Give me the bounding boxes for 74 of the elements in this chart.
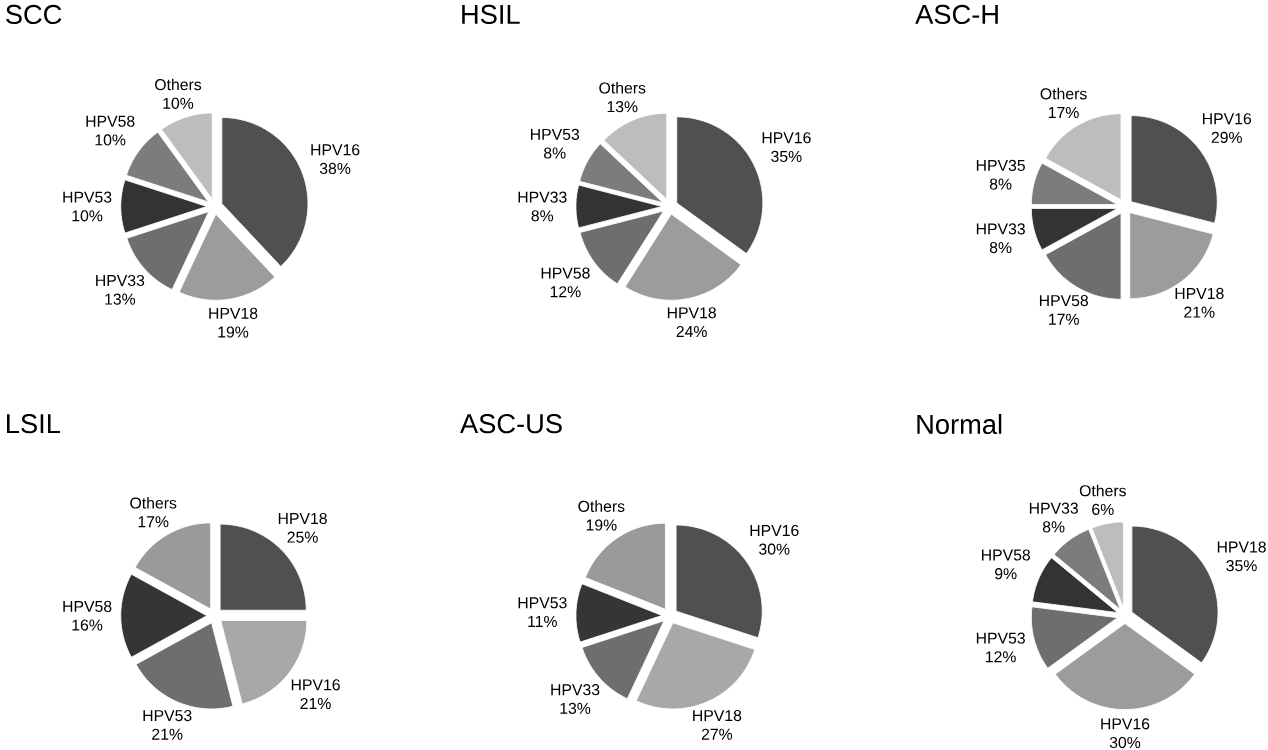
slice-label: HPV58: [982, 549, 1031, 561]
slice-label: Others: [130, 497, 177, 509]
chart-title: ASC-H: [915, 5, 998, 25]
slice-label: Others: [599, 82, 646, 94]
data-label: 30%: [759, 543, 790, 555]
data-label: 38%: [319, 163, 351, 175]
data-label: 8%: [989, 178, 1012, 190]
data-label: 16%: [72, 619, 103, 631]
chart-title: LSIL: [7, 414, 60, 434]
chart-title: HSIL: [462, 5, 520, 25]
data-label: 12%: [550, 286, 581, 298]
slice-label: Others: [578, 500, 625, 513]
slice-label: Others: [155, 78, 202, 91]
slice-label: HPV33: [976, 223, 1025, 235]
slice-label: HPV16: [1101, 718, 1150, 730]
data-label: 21%: [152, 728, 183, 740]
data-label: 10%: [163, 97, 194, 110]
data-label: 17%: [1048, 107, 1079, 119]
slice-label: HPV18: [667, 307, 716, 319]
data-label: 21%: [1184, 306, 1215, 318]
slice-label: HPV33: [96, 275, 145, 287]
data-label: 35%: [1226, 560, 1257, 572]
slice-label: HPV33: [518, 191, 567, 203]
slice-label: HPV18: [1217, 541, 1266, 553]
data-label: 19%: [586, 519, 617, 531]
slice-label: HPV58: [541, 267, 590, 279]
slice-label: HPV58: [86, 115, 135, 128]
chart-title: Normal: [917, 414, 1002, 435]
data-label: 13%: [105, 293, 136, 305]
slice-label: HPV33: [1029, 502, 1078, 515]
chart-title: ASC-US: [460, 414, 562, 434]
slice-label: HPV16: [291, 679, 340, 691]
slice-label: HPV16: [311, 144, 360, 156]
slice-label: HPV58: [1039, 295, 1088, 307]
data-label: 30%: [1109, 737, 1141, 749]
data-label: 8%: [543, 147, 566, 159]
data-label: 12%: [985, 651, 1016, 663]
slice-label: HPV33: [551, 684, 600, 696]
slice-label: HPV53: [63, 191, 112, 203]
slice-label: HPV18: [278, 513, 327, 525]
data-label: 17%: [138, 516, 169, 528]
data-label: 19%: [218, 326, 249, 338]
slice-label: Others: [1040, 88, 1087, 100]
data-label: 24%: [676, 326, 707, 338]
slice-label: HPV58: [63, 601, 112, 613]
data-label: 29%: [1211, 132, 1242, 144]
data-label: 10%: [72, 210, 103, 222]
data-label: 13%: [560, 703, 591, 715]
data-label: 17%: [1049, 313, 1079, 325]
slice-label: HPV18: [693, 710, 742, 722]
data-label: 27%: [701, 728, 733, 740]
data-label: 6%: [1092, 504, 1114, 516]
slice-label: HPV18: [1175, 288, 1224, 300]
data-label: 25%: [287, 531, 318, 543]
chart-title: SCC: [6, 5, 62, 25]
data-label: 10%: [95, 134, 126, 146]
slice-label: HPV53: [143, 710, 192, 722]
slice-label: HPV18: [209, 308, 258, 320]
data-label: 13%: [607, 101, 638, 113]
data-label: 8%: [989, 242, 1012, 254]
slice-label: HPV35: [976, 160, 1025, 172]
slice-label: HPV53: [518, 597, 567, 609]
slice-label: HPV16: [762, 132, 811, 144]
slice-label: Others: [1079, 484, 1126, 497]
data-label: 9%: [995, 568, 1017, 580]
slice-label: HPV53: [976, 632, 1025, 644]
data-label: 11%: [528, 616, 557, 628]
data-label: 8%: [1042, 521, 1065, 533]
slice-label: HPV53: [531, 129, 580, 141]
slice-label: HPV16: [750, 525, 799, 537]
data-label: 35%: [771, 151, 802, 163]
slice-label: HPV16: [1203, 113, 1252, 125]
data-label: 21%: [300, 698, 331, 710]
data-label: 8%: [531, 210, 554, 222]
